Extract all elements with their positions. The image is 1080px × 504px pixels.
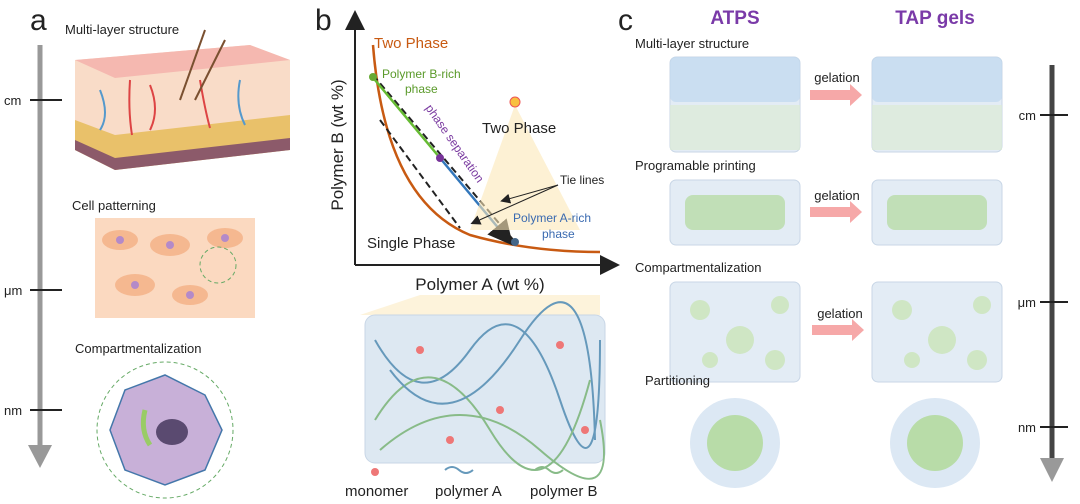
- x-axis-label: Polymer A (wt %): [415, 275, 544, 294]
- arrow-label: gelation: [814, 70, 860, 85]
- legend-swatch: [534, 466, 564, 474]
- cell-illustration: [95, 218, 255, 318]
- annotation: Tie lines: [560, 173, 604, 187]
- segment-b: [374, 79, 441, 159]
- annotation: phase: [542, 227, 575, 241]
- layer: [872, 105, 1002, 150]
- scale-label: cm: [1019, 108, 1036, 123]
- panel-label: a: [30, 4, 47, 37]
- section-label: Cell patterning: [72, 198, 156, 213]
- legend-label: polymer B: [530, 483, 598, 500]
- legend-swatch: [444, 466, 474, 474]
- gelation-arrow: [812, 319, 864, 341]
- zoom-cone: [360, 295, 600, 315]
- layer: [670, 57, 800, 102]
- droplets: [690, 296, 991, 370]
- arrow-label: gelation: [817, 306, 863, 321]
- column-header: TAP gels: [895, 8, 975, 29]
- section-label: Compartmentalization: [75, 341, 201, 356]
- scale-label: nm: [1018, 420, 1036, 435]
- annotation: Polymer B-rich: [382, 67, 461, 81]
- highlight: [470, 105, 580, 230]
- annotation: phase: [405, 82, 438, 96]
- pointer: [470, 184, 559, 225]
- panel-label: c: [618, 4, 633, 37]
- pointer: [500, 184, 559, 204]
- point: [436, 154, 444, 162]
- region-label: Single Phase: [367, 235, 455, 252]
- star: [509, 96, 521, 108]
- legend-swatch: [371, 468, 379, 476]
- row-label: Partitioning: [645, 373, 710, 388]
- layer: [872, 57, 1002, 102]
- column-header: ATPS: [710, 8, 759, 29]
- printed-pattern: [887, 195, 987, 230]
- polymer-box: [364, 301, 606, 480]
- legend-label: monomer: [345, 483, 408, 500]
- gelation-arrow: [810, 201, 862, 223]
- region-label: Two Phase: [374, 35, 448, 52]
- point: [511, 238, 519, 246]
- region-label: Two Phase: [482, 120, 556, 137]
- gelation-arrow: [810, 84, 862, 106]
- tie-line: [379, 119, 461, 229]
- skin-illustration: [75, 29, 290, 170]
- scale-label: nm: [4, 403, 22, 418]
- printed-pattern: [685, 195, 785, 230]
- annotation: Polymer A-rich: [513, 211, 591, 225]
- arrow-head: [1040, 458, 1064, 482]
- compartment-illustration: [96, 361, 234, 499]
- partition-core: [707, 415, 763, 471]
- scale-label: μm: [4, 283, 22, 298]
- panel-label: b: [315, 4, 332, 37]
- scale-label: cm: [4, 93, 21, 108]
- partition-core: [907, 415, 963, 471]
- layer: [670, 105, 800, 150]
- legend-label: polymer A: [435, 483, 502, 500]
- point: [369, 73, 377, 81]
- arrow-label: gelation: [814, 188, 860, 203]
- row-label: Multi-layer structure: [635, 36, 749, 51]
- y-axis-label: Polymer B (wt %): [328, 79, 347, 210]
- arrow-head: [28, 445, 52, 468]
- row-label: Programable printing: [635, 158, 756, 173]
- section-label: Multi-layer structure: [65, 22, 179, 37]
- scale-label: μm: [1018, 295, 1036, 310]
- row-label: Compartmentalization: [635, 260, 761, 275]
- binodal-curve: [371, 44, 601, 254]
